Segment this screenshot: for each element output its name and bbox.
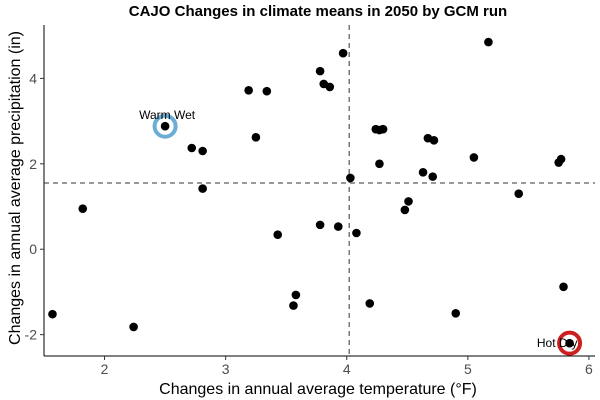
y-tick-label: -2 xyxy=(25,327,38,343)
data-point xyxy=(418,168,428,177)
data-point xyxy=(198,146,207,156)
data-point xyxy=(338,48,348,58)
x-tick-label: 2 xyxy=(101,361,109,377)
y-tick-label: 2 xyxy=(29,156,37,172)
data-point xyxy=(160,121,170,131)
highlight-rings xyxy=(152,113,583,356)
y-axis-label: Changes in annual average precipitation … xyxy=(7,31,24,345)
chart-title: CAJO Changes in climate means in 2050 by… xyxy=(129,3,507,20)
highlight-ring xyxy=(152,113,178,139)
data-point xyxy=(325,82,335,92)
annotation-label: Warm Wet xyxy=(139,108,196,122)
highlight-ring xyxy=(557,330,583,356)
x-tick-label: 6 xyxy=(585,361,593,377)
plot-area: 2 3 4 5 6 -2 0 2 4 Warm Wet Hot Dry xyxy=(25,25,595,377)
x-ticks: 2 3 4 5 6 xyxy=(101,356,593,377)
data-point xyxy=(315,220,325,230)
data-points xyxy=(48,37,574,348)
data-point xyxy=(559,282,568,292)
data-point xyxy=(346,173,355,183)
data-point xyxy=(129,322,138,332)
data-point xyxy=(289,301,298,310)
data-point xyxy=(262,86,272,96)
data-point xyxy=(333,222,343,231)
x-tick-label: 3 xyxy=(222,361,230,377)
data-point xyxy=(565,338,574,348)
data-point xyxy=(78,204,88,213)
data-point xyxy=(244,86,253,95)
data-point xyxy=(315,66,325,76)
y-tick-label: 0 xyxy=(29,241,37,257)
annotations: Warm Wet Hot Dry xyxy=(139,108,577,350)
data-point xyxy=(556,154,566,164)
y-ticks: -2 0 2 4 xyxy=(25,70,44,343)
data-point xyxy=(375,159,384,169)
data-point xyxy=(484,37,493,47)
data-point xyxy=(198,184,207,193)
data-point xyxy=(469,153,479,162)
data-point xyxy=(429,136,439,145)
annotation-label: Hot Dry xyxy=(537,336,578,350)
data-point xyxy=(352,228,361,238)
data-point xyxy=(428,172,438,181)
data-point xyxy=(404,197,413,206)
data-point xyxy=(400,205,410,215)
x-tick-label: 5 xyxy=(464,361,472,377)
data-point xyxy=(273,230,283,240)
data-point xyxy=(48,309,57,319)
data-point xyxy=(451,308,461,318)
data-point xyxy=(291,290,301,300)
x-axis-label: Changes in annual average temperature (°… xyxy=(159,381,477,398)
data-point xyxy=(187,143,197,153)
data-point xyxy=(251,133,261,142)
x-tick-label: 4 xyxy=(343,361,351,377)
data-point xyxy=(365,299,375,308)
y-tick-label: 4 xyxy=(29,70,37,86)
data-point xyxy=(514,189,524,199)
data-point xyxy=(378,124,388,134)
